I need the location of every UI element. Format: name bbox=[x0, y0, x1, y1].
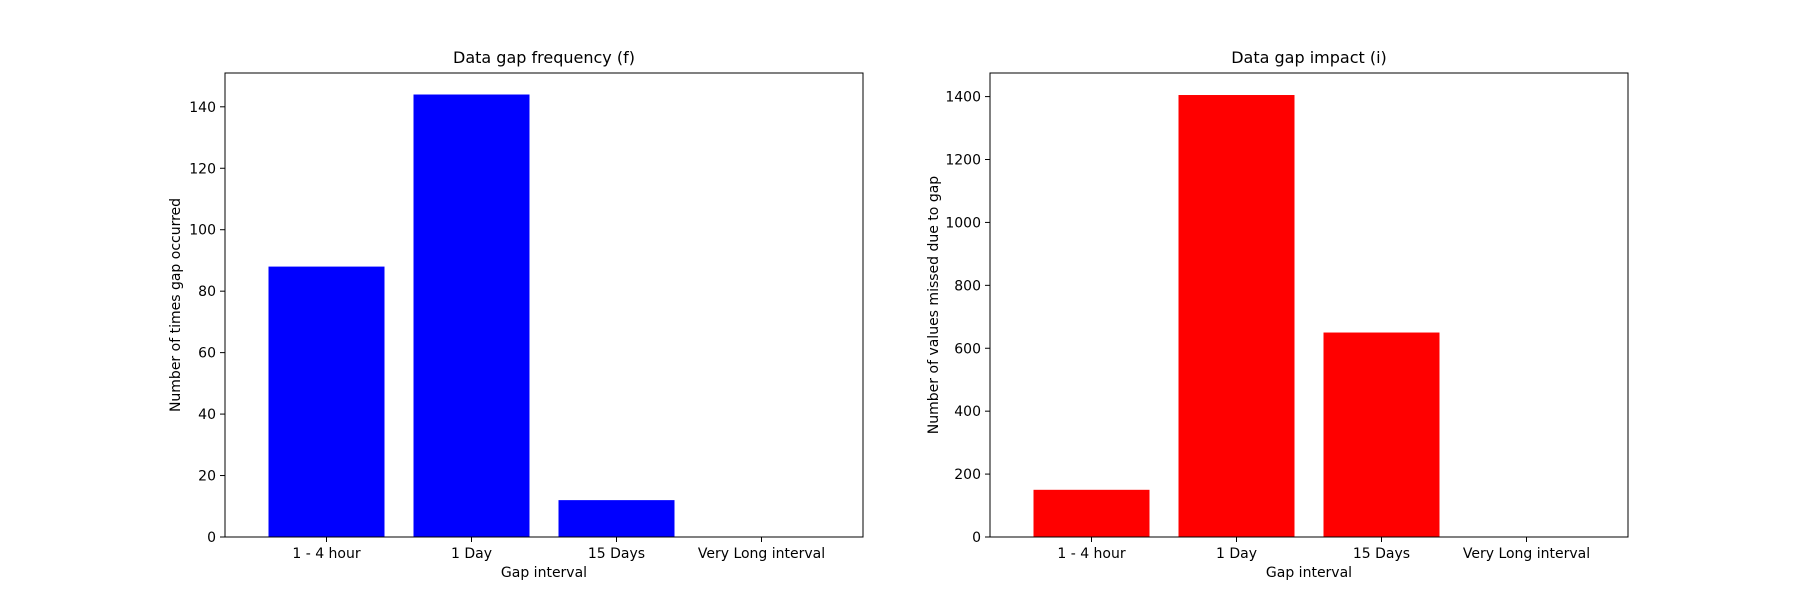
x-tick-label: 1 - 4 hour bbox=[1057, 546, 1126, 562]
x-tick-label: 15 Days bbox=[1353, 546, 1410, 562]
x-axis-label: Gap interval bbox=[1266, 565, 1352, 581]
bar bbox=[1323, 332, 1440, 537]
bar bbox=[1033, 489, 1150, 537]
y-tick-label: 200 bbox=[954, 467, 981, 483]
plot-frame bbox=[989, 72, 1629, 538]
y-tick-label: 1200 bbox=[945, 153, 981, 169]
y-axis-label: Number of times gap occurred bbox=[168, 198, 184, 412]
y-tick-label: 1000 bbox=[945, 215, 981, 231]
y-tick-label: 400 bbox=[954, 404, 981, 420]
y-axis-label: Number of values missed due to gap bbox=[926, 176, 942, 434]
chart-impact: Data gap impact (i) 1 - 4 hour 1 Day 15 Da… bbox=[926, 48, 1629, 581]
y-tick-label: 80 bbox=[198, 284, 216, 300]
chart-title: Data gap frequency (f) bbox=[453, 48, 635, 67]
y-tick-label: 800 bbox=[954, 278, 981, 294]
x-tick-label: 15 Days bbox=[588, 546, 645, 562]
chart-frequency: Data gap frequency (f) 1 - 4 hour 1 Day 15… bbox=[168, 48, 864, 581]
y-tick-label: 120 bbox=[189, 161, 216, 177]
bar bbox=[413, 94, 530, 537]
y-tick-label: 0 bbox=[972, 530, 981, 546]
x-tick-label: 1 - 4 hour bbox=[292, 546, 361, 562]
bar bbox=[558, 500, 675, 537]
y-tick-label: 20 bbox=[198, 469, 216, 485]
plot-frame bbox=[224, 72, 864, 538]
y-tick-label: 0 bbox=[207, 530, 216, 546]
bar bbox=[268, 266, 385, 537]
y-tick-label: 60 bbox=[198, 346, 216, 362]
x-tick-label: Very Long interval bbox=[1463, 546, 1590, 562]
x-tick-label: 1 Day bbox=[1216, 546, 1257, 562]
y-tick-label: 600 bbox=[954, 341, 981, 357]
plot-area: 1 - 4 hour 1 Day 15 Days Very Long interval… bbox=[189, 94, 825, 562]
y-tick-label: 100 bbox=[189, 223, 216, 239]
x-tick-label: Very Long interval bbox=[698, 546, 825, 562]
y-tick-label: 1400 bbox=[945, 90, 981, 106]
plot-area: 1 - 4 hour 1 Day 15 Days Very Long interval… bbox=[945, 90, 1590, 562]
x-tick-label: 1 Day bbox=[451, 546, 492, 562]
x-axis-label: Gap interval bbox=[501, 565, 587, 581]
y-tick-label: 40 bbox=[198, 407, 216, 423]
y-tick-label: 140 bbox=[189, 100, 216, 116]
bar bbox=[1178, 95, 1295, 538]
chart-title: Data gap impact (i) bbox=[1231, 48, 1387, 67]
